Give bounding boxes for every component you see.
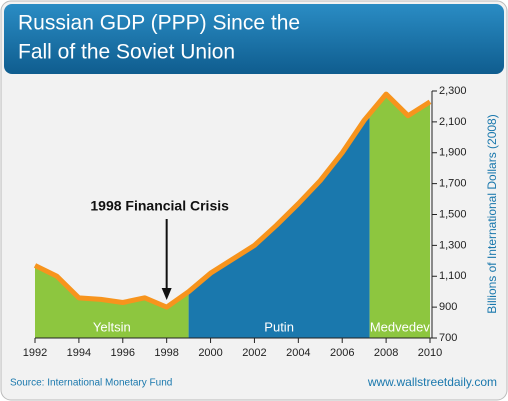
chart-title: Russian GDP (PPP) Since the (18, 12, 300, 35)
era-label: Yeltsin (93, 319, 131, 334)
y-tick-label: 1,900 (439, 147, 467, 159)
y-tick-label: 700 (439, 332, 457, 344)
y-tick-label: 1,700 (439, 178, 467, 190)
y-tick-label: 900 (439, 301, 457, 313)
era-region (369, 94, 430, 338)
x-tick-label: 2010 (418, 347, 442, 359)
chart-title: Fall of the Soviet Union (18, 41, 235, 64)
arrow-head (161, 288, 172, 300)
x-tick-label: 1994 (67, 347, 91, 359)
y-tick-label: 2,100 (439, 116, 467, 128)
x-tick-label: 1992 (23, 347, 47, 359)
era-label: Putin (264, 319, 294, 334)
x-tick-label: 1998 (154, 347, 178, 359)
website: www.wallstreetdaily.com (367, 375, 497, 389)
x-tick-label: 2000 (198, 347, 222, 359)
x-tick-label: 2008 (374, 347, 398, 359)
y-axis-label: Billions of International Dollars (2008) (485, 114, 499, 313)
annotation: 1998 Financial Crisis (90, 198, 229, 214)
y-tick-label: 2,300 (439, 85, 467, 97)
y-tick-label: 1,500 (439, 208, 467, 220)
y-tick-label: 1,100 (439, 270, 467, 282)
title-banner (4, 4, 504, 74)
y-tick-label: 1,300 (439, 239, 467, 251)
x-tick-label: 1996 (111, 347, 135, 359)
x-tick-label: 2004 (286, 347, 310, 359)
era-label: Medvedev (370, 319, 430, 334)
gdp-line (33, 91, 432, 310)
x-tick-label: 2006 (330, 347, 354, 359)
x-tick-label: 2002 (242, 347, 266, 359)
source: Source: International Monetary Fund (10, 378, 172, 389)
